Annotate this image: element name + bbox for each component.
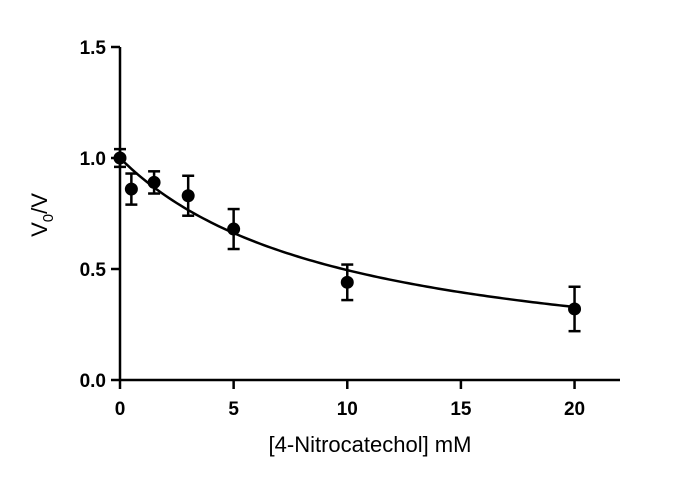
data-point <box>568 302 582 316</box>
data-point <box>124 182 138 196</box>
data-point <box>340 275 354 289</box>
y-axis-title-rest: /V <box>27 193 52 214</box>
data-point <box>227 222 241 236</box>
points-layer <box>113 147 582 333</box>
y-axis-title-main: V <box>27 222 52 237</box>
x-tick-label: 10 <box>337 399 358 420</box>
x-tick-label: 15 <box>450 399 472 420</box>
data-point-group <box>227 207 241 251</box>
x-tick-label: 20 <box>564 399 585 420</box>
data-point-group <box>568 285 582 333</box>
data-point <box>181 189 195 203</box>
y-axis-title-subscript: 0 <box>40 214 57 222</box>
x-tick-label: 5 <box>228 399 239 420</box>
y-ticks: 0.0 0.5 1.0 1.5 <box>80 38 120 392</box>
y-tick-label: 1.0 <box>80 149 106 170</box>
x-tick-label: 0 <box>115 399 126 420</box>
y-axis-title: V0/V <box>27 193 57 237</box>
data-point-group <box>147 170 161 195</box>
y-tick-label: 0.5 <box>80 260 107 281</box>
axes-layer <box>118 47 620 382</box>
data-point-group <box>340 263 354 302</box>
y-tick-label: 1.5 <box>80 38 107 59</box>
x-axis-title: [4-Nitrocatechol] mM <box>269 432 472 457</box>
data-point-group <box>181 174 195 217</box>
y-tick-label: 0.0 <box>80 371 106 392</box>
data-point-group <box>124 172 138 206</box>
x-ticks: 0 5 10 15 20 <box>115 380 585 420</box>
data-point <box>147 175 161 189</box>
